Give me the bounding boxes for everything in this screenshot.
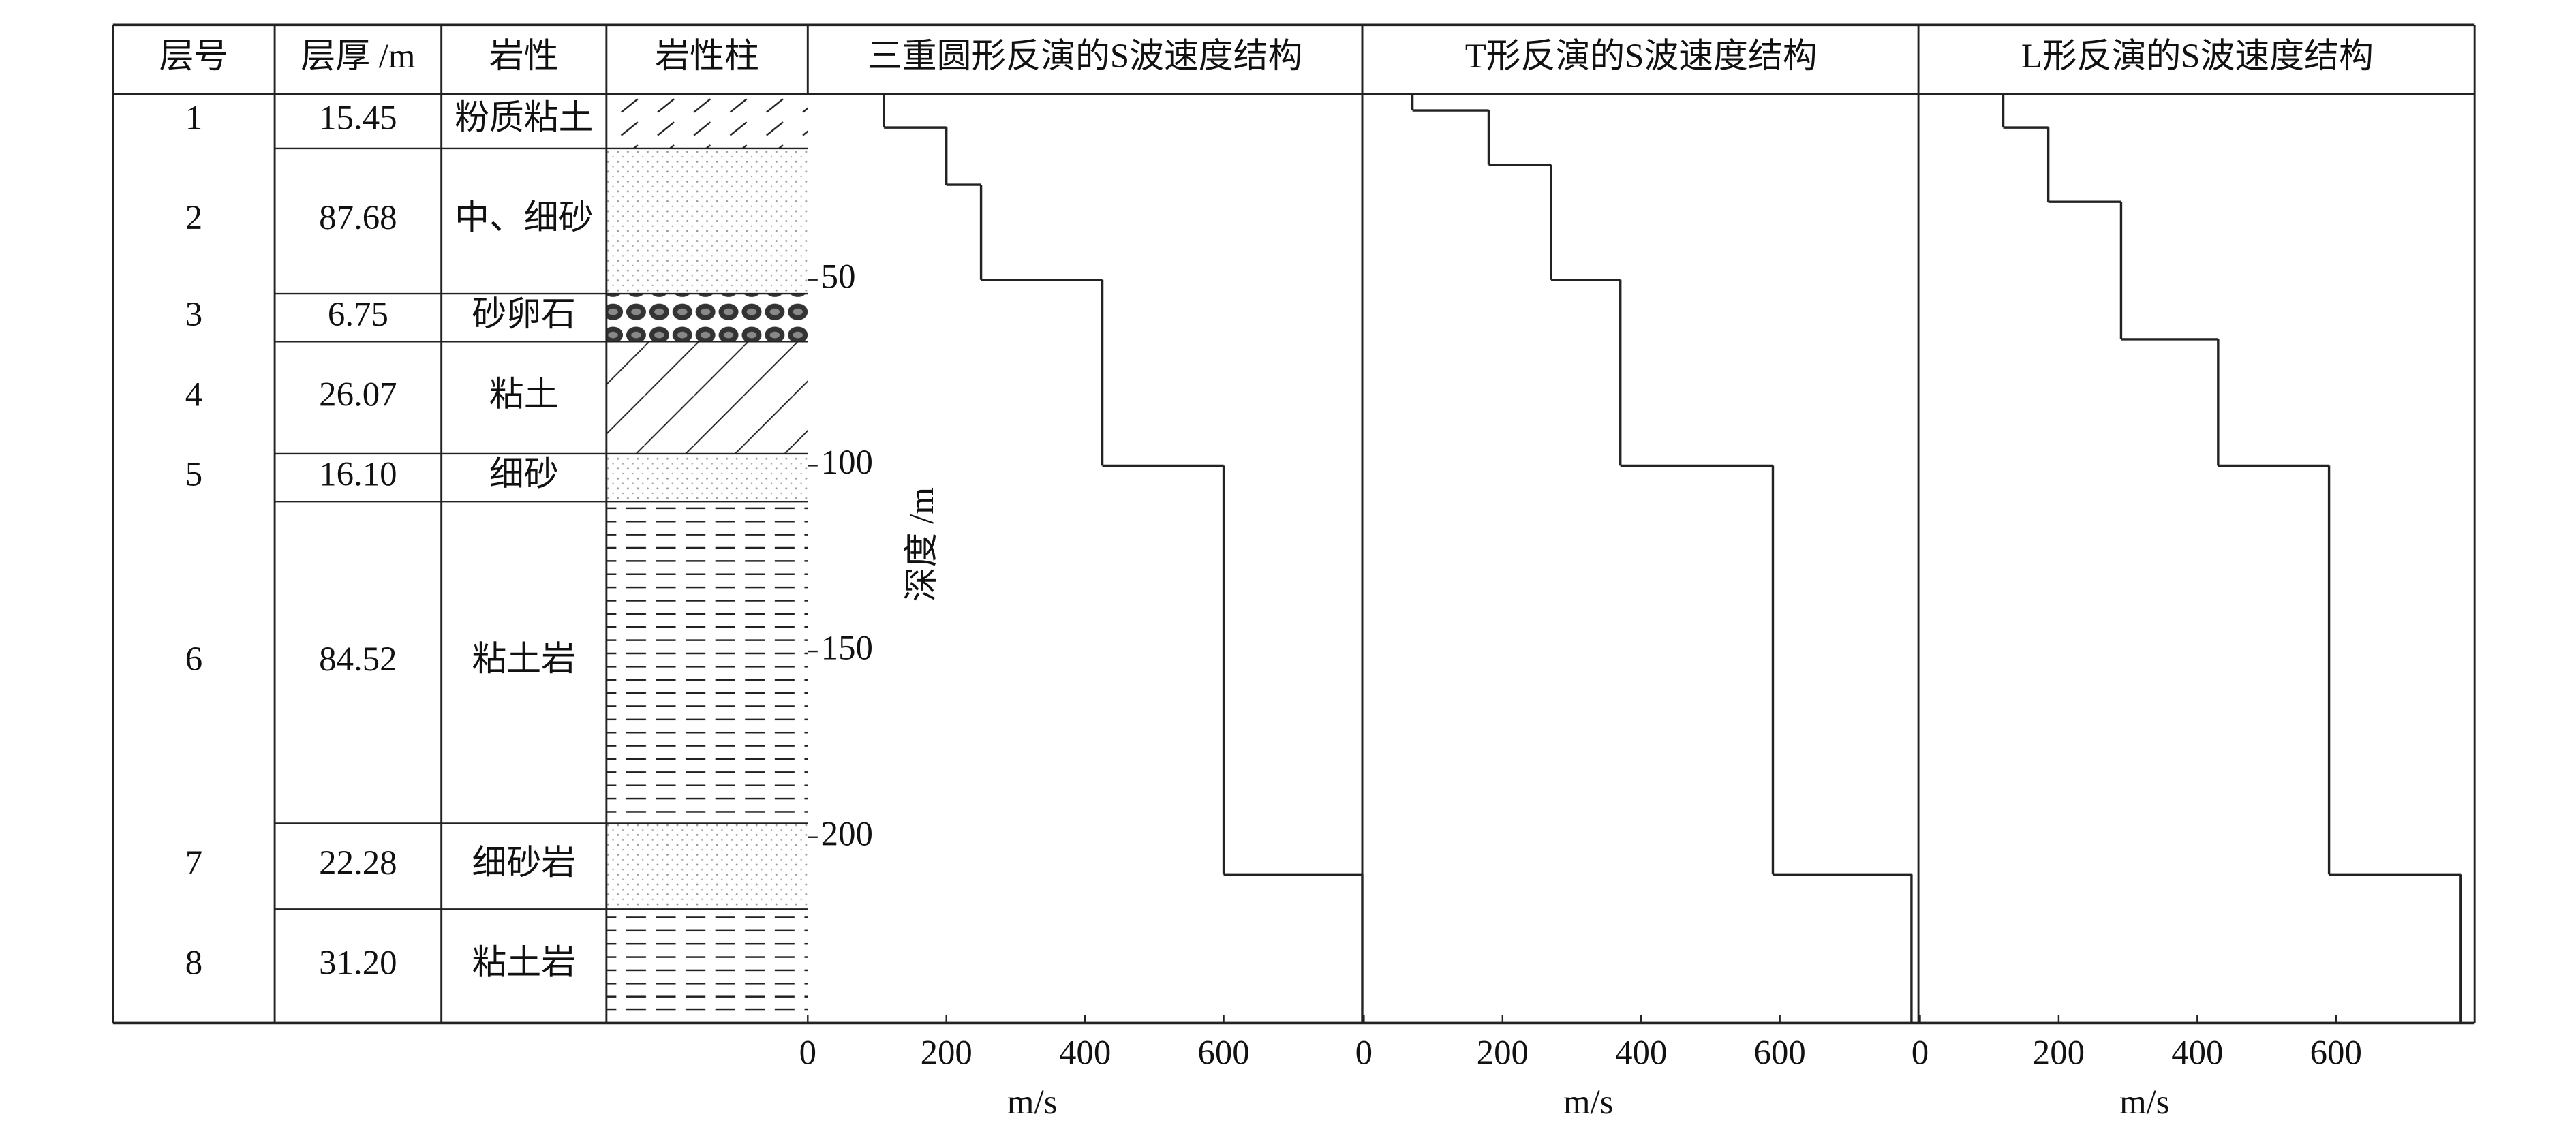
table-cell: 87.68 [319, 198, 397, 236]
x-tick-label: 0 [1912, 1034, 1929, 1072]
x-tick-label: 200 [2033, 1034, 2085, 1072]
x-tick-label: 200 [1477, 1034, 1529, 1072]
y-tick-label: 150 [821, 629, 873, 667]
chart-title: L形反演的S波速度结构 [2021, 37, 2374, 75]
x-tick-label: 400 [2171, 1034, 2223, 1072]
y-tick-label: 100 [821, 443, 873, 481]
table-cell: 粘土 [489, 375, 559, 413]
table-cell: 15.45 [319, 99, 397, 137]
table-cell: 5 [185, 455, 202, 493]
table-cell: 粘土岩 [472, 640, 577, 678]
table-header: 层厚 /m [301, 37, 415, 75]
table-cell: 3 [185, 295, 202, 333]
table-cell: 细砂岩 [472, 844, 577, 882]
x-tick-label: 0 [1355, 1034, 1373, 1072]
lithology-fill [606, 453, 808, 502]
table-header: 岩性 [489, 37, 559, 75]
table-cell: 中、细砂 [455, 198, 593, 236]
x-tick-label: 0 [799, 1034, 816, 1072]
lithology-fill [606, 294, 808, 342]
table-cell: 16.10 [319, 455, 397, 493]
y-axis-label: 深度 /m [902, 487, 940, 602]
y-tick-label: 50 [821, 257, 856, 295]
lithology-fill [606, 909, 808, 1023]
table-cell: 1 [185, 99, 202, 137]
x-axis-label: m/s [2119, 1083, 2169, 1121]
x-tick-label: 400 [1615, 1034, 1667, 1072]
table-cell: 26.07 [319, 375, 397, 413]
table-cell: 7 [185, 844, 202, 882]
chart-title: T形反演的S波速度结构 [1465, 37, 1818, 75]
lithology-fill [606, 94, 808, 149]
table-cell: 砂卵石 [472, 295, 577, 333]
y-tick-label: 200 [821, 814, 873, 852]
table-header: 岩性柱 [655, 37, 759, 75]
table-header: 层号 [159, 37, 229, 75]
x-axis-label: m/s [1007, 1083, 1057, 1121]
table-cell: 8 [185, 944, 202, 982]
table-cell: 2 [185, 198, 202, 236]
lithology-fill [606, 823, 808, 910]
x-tick-label: 200 [921, 1034, 972, 1072]
table-cell: 6.75 [328, 295, 388, 333]
lithology-fill [606, 148, 808, 294]
table-cell: 粉质粘土 [455, 99, 593, 137]
x-tick-label: 600 [1754, 1034, 1806, 1072]
chart-title: 三重圆形反演的S波速度结构 [868, 37, 1302, 75]
table-cell: 4 [185, 375, 202, 413]
table-cell: 31.20 [319, 944, 397, 982]
x-tick-label: 600 [2310, 1034, 2362, 1072]
x-tick-label: 600 [1197, 1034, 1249, 1072]
table-cell: 6 [185, 640, 202, 678]
table-cell: 22.28 [319, 844, 397, 882]
table-cell: 细砂 [489, 455, 559, 493]
lithology-fill [606, 341, 808, 454]
table-cell: 粘土岩 [472, 944, 577, 982]
table-cell: 84.52 [319, 640, 397, 678]
lithology-fill [606, 501, 808, 824]
x-axis-label: m/s [1563, 1083, 1613, 1121]
x-tick-label: 400 [1059, 1034, 1111, 1072]
